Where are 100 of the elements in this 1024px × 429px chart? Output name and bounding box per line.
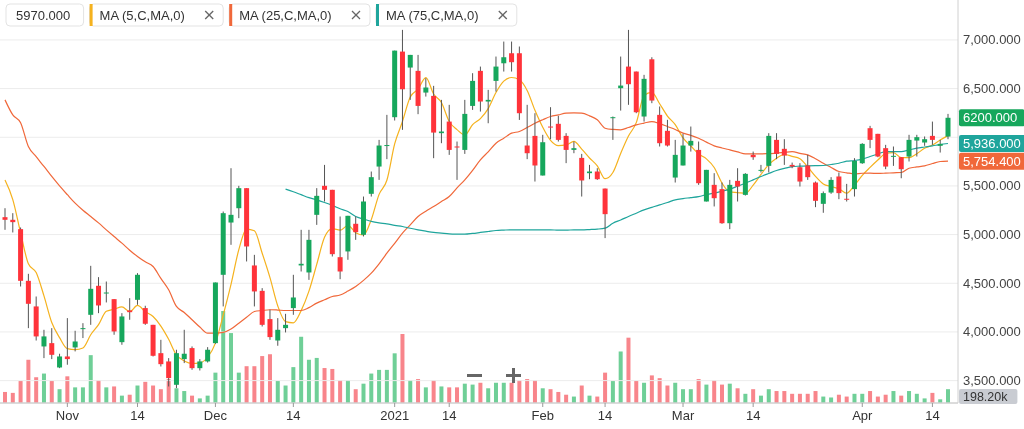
annotation: 5970.000 [16, 7, 71, 23]
bar [735, 388, 740, 403]
bar [626, 337, 631, 403]
bar [96, 380, 101, 403]
bar [377, 369, 382, 403]
y-tick-label: 5,000.000 [963, 227, 1021, 243]
candlestick [672, 139, 678, 184]
candlestick [906, 134, 912, 162]
candlestick [337, 215, 343, 280]
bar [439, 386, 444, 403]
candlestick [290, 274, 296, 316]
bar [104, 387, 109, 403]
x-tick-label: 14 [286, 408, 301, 423]
bar [493, 382, 498, 403]
bar [41, 373, 46, 403]
bar [649, 375, 654, 403]
bar [696, 379, 701, 403]
candlestick [423, 77, 429, 98]
bar [221, 311, 226, 403]
candlestick [158, 339, 164, 367]
bar [182, 391, 187, 403]
candlestick [322, 164, 328, 202]
bar [688, 389, 693, 403]
bar [509, 382, 514, 403]
bar [447, 387, 452, 403]
candlestick [314, 187, 320, 226]
bar [291, 367, 296, 403]
bar [766, 389, 771, 403]
bar [642, 382, 647, 403]
candlestick [228, 167, 234, 246]
bar [330, 368, 335, 403]
candlestick [945, 113, 951, 140]
bar [10, 392, 15, 403]
bar [252, 366, 257, 403]
bar [751, 389, 756, 403]
x-tick-label: Nov [55, 408, 80, 423]
candlestick [493, 56, 499, 93]
bar [306, 359, 311, 403]
x-tick-label: 14 [441, 408, 457, 423]
candlestick [353, 215, 359, 241]
candlestick [625, 29, 631, 106]
candlestick [859, 142, 865, 165]
bar [486, 388, 491, 403]
bar [618, 351, 623, 403]
candlestick [571, 141, 577, 154]
bar [719, 384, 724, 403]
bar [384, 369, 389, 403]
candlestick [2, 207, 8, 231]
bar [158, 389, 163, 403]
bar [868, 391, 873, 403]
bar [704, 384, 709, 403]
candlestick [376, 139, 382, 181]
bar [478, 382, 483, 403]
x-tick-label: 2021 [380, 408, 410, 423]
bar [416, 379, 421, 403]
candlestick [41, 329, 47, 359]
bar [603, 372, 608, 403]
candlestick [820, 190, 826, 214]
candlestick [579, 153, 585, 198]
candlestick [774, 132, 780, 160]
bar [400, 334, 405, 403]
bar [681, 389, 686, 403]
bar [260, 356, 265, 403]
y-tick-label: 5,500.000 [963, 178, 1021, 194]
bar [369, 373, 374, 403]
y-tick-label: 4,000.000 [963, 324, 1021, 340]
bar [34, 377, 39, 403]
bar [73, 387, 78, 403]
bar [946, 389, 950, 403]
bar [18, 380, 23, 403]
candlestick [781, 138, 787, 166]
bar [907, 391, 912, 403]
candlestick [610, 116, 616, 141]
bar [299, 336, 304, 403]
bar [556, 391, 561, 403]
bar [657, 378, 662, 403]
candlestick [72, 330, 78, 352]
x-tick-label: 14 [597, 408, 613, 423]
bar [891, 391, 896, 403]
bar [673, 382, 678, 403]
candlestick [664, 119, 670, 147]
candlestick [688, 126, 694, 153]
candlestick [789, 162, 795, 169]
y-tick-label: 4,500.000 [963, 275, 1021, 291]
bar [540, 388, 545, 403]
bar [525, 379, 530, 403]
candlestick [758, 164, 764, 173]
bar [88, 355, 93, 403]
candlestick [368, 171, 374, 198]
candlestick [127, 297, 133, 321]
text: 5,754.400 [963, 153, 1021, 169]
candlestick [524, 104, 530, 160]
bar [283, 385, 288, 403]
bar [532, 380, 537, 403]
text: 198.20k [963, 389, 1009, 404]
candlestick [805, 154, 811, 181]
x-tick-label: Apr [852, 408, 874, 423]
candlestick [555, 115, 561, 143]
candlestick [25, 273, 31, 329]
y-tick-label: 7,000.000 [963, 32, 1021, 48]
